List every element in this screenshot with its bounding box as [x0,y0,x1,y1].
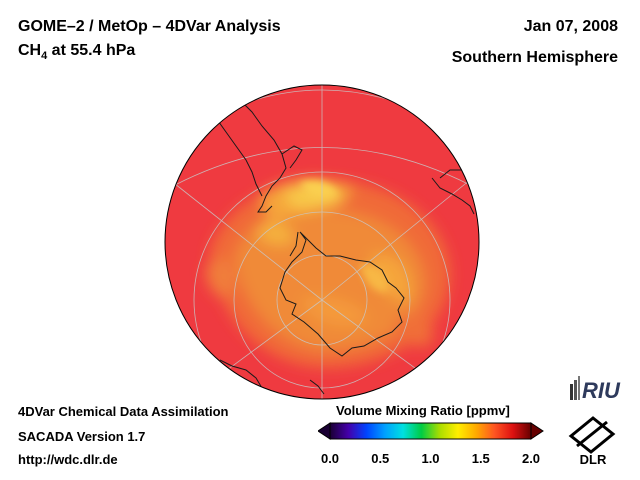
date-label: Jan 07, 2008 [523,18,618,35]
ch4-field [205,179,450,368]
coast-australia [219,359,263,389]
colorbar-tick-label: 2.0 [521,451,541,466]
colorbar-tick-label: 1.0 [421,451,440,466]
riu-logo-text: RIU [582,378,621,403]
coast-antarctica [279,231,405,357]
dlr-logo: DLR [568,416,616,466]
colorbar [318,422,544,440]
footer-url: http://wdc.dlr.de [18,452,118,467]
dlr-logo-text: DLR [580,452,607,466]
coast-new-zealand [309,379,325,395]
colorbar-ramp [329,422,532,440]
colorbar-title: Volume Mixing Ratio [ppmv] [336,403,510,418]
footer-line-1: 4DVar Chemical Data Assimilation [18,404,229,419]
coastlines [205,87,475,395]
coast-peninsula [289,231,299,257]
colorbar-tick-label: 1.5 [471,451,490,466]
colorbar-tick-label: 0.5 [371,451,390,466]
colorbar-max-arrow [530,422,544,440]
colorbar-min-arrow [318,422,331,440]
species-label: CH4 at 55.4 hPa [18,42,136,63]
coast-africa-north [439,169,462,179]
globe-outline [164,84,480,400]
footer-line-2: SACADA Version 1.7 [18,429,146,444]
coast-patagonia [281,145,303,169]
riu-logo: RIU [570,376,621,403]
colorbar-tick-label: 0.0 [320,451,340,466]
plot-title: GOME–2 / MetOp – 4DVar Analysis [18,18,281,35]
region-label: Southern Hemisphere [451,49,618,66]
coast-africa [431,177,475,215]
coast-south-america [229,87,287,213]
ch4-field-detail [300,180,389,293]
